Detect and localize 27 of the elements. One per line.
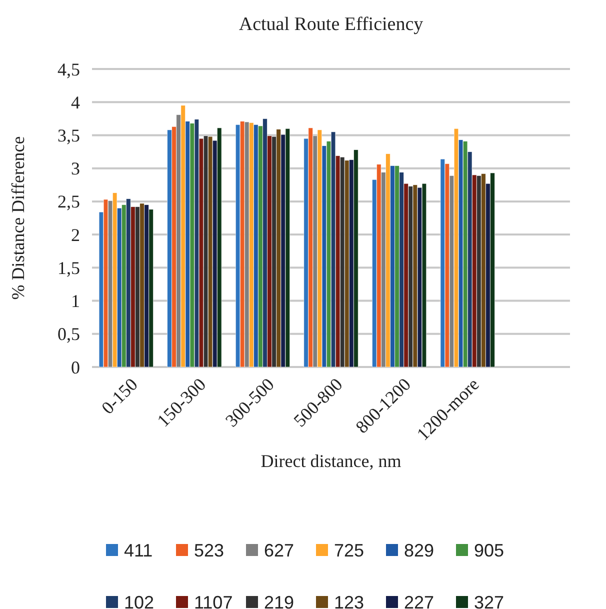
legend-label: 102 — [124, 592, 154, 609]
legend-label: 523 — [194, 540, 224, 560]
y-tick-label: 3,5 — [58, 126, 80, 146]
bar — [208, 136, 213, 368]
y-tick-label: 4,5 — [58, 59, 80, 80]
x-axis-title: Direct distance, nm — [260, 451, 402, 471]
chart-title: Actual Route Efficiency — [238, 14, 424, 35]
y-tick-label: 1 — [71, 291, 80, 312]
y-tick-label: 4 — [71, 92, 80, 112]
legend-label: 829 — [404, 540, 434, 560]
legend-label: 219 — [264, 592, 294, 609]
y-tick-label: 3 — [71, 158, 80, 179]
legend-label: 123 — [334, 592, 364, 609]
y-tick-label: 2 — [71, 224, 80, 245]
bar — [167, 130, 172, 368]
legend-label: 411 — [124, 540, 153, 560]
y-tick-label: 0,5 — [58, 324, 80, 344]
y-tick-label: 1,5 — [58, 258, 80, 278]
legend-label: 627 — [264, 540, 294, 560]
y-tick-label: 2,5 — [58, 192, 80, 212]
legend-label: 327 — [474, 592, 504, 609]
legend-label: 905 — [474, 540, 504, 560]
legend-label: 725 — [334, 540, 364, 560]
y-axis-title: % Distance Difference — [8, 136, 28, 300]
y-tick-label: 0 — [71, 357, 80, 378]
legend-label: 227 — [404, 592, 434, 609]
legend-label: 1107 — [194, 592, 233, 609]
